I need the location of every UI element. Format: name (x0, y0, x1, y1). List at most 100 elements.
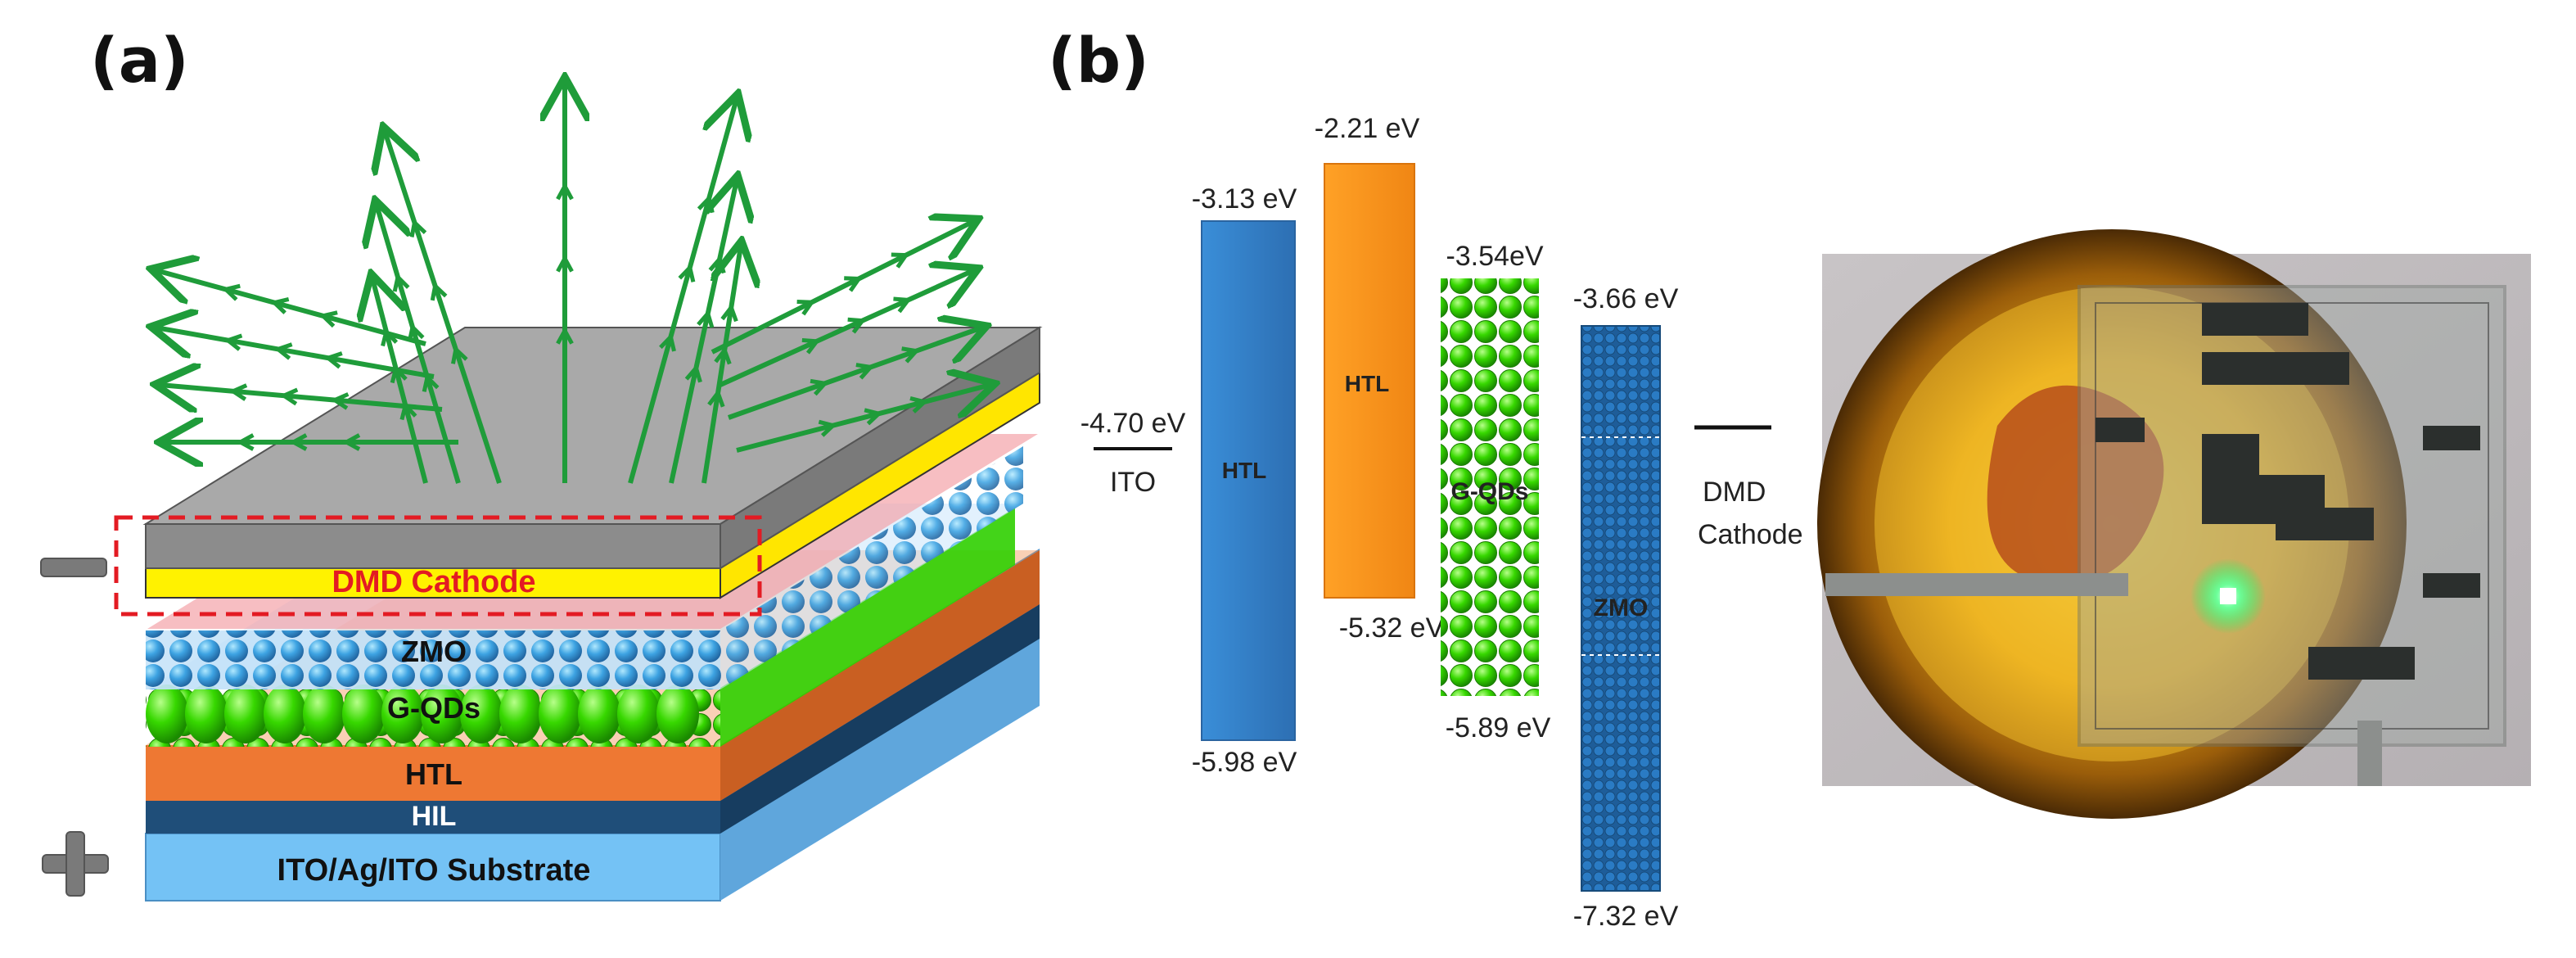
emission-arrow (156, 328, 435, 379)
zmo-bottom-value: -7.32 eV (1573, 901, 1679, 932)
emission-arrow-chevron (893, 296, 913, 314)
gqd-sphere (264, 685, 306, 743)
gqd-bottom-value: -5.89 eV (1446, 712, 1551, 743)
gqd-sphere (146, 685, 188, 743)
htl-front (146, 745, 720, 801)
gqd-side (720, 508, 1015, 747)
emission-arrow-chevron (855, 363, 875, 380)
cathode-label-line2: Cathode (1698, 519, 1803, 550)
cathode-label-line1: DMD (1703, 477, 1766, 508)
gqd-front-spheres (146, 685, 699, 743)
emission-arrow-chevron (714, 346, 732, 365)
emission-arrow-chevron (678, 263, 696, 282)
zmo-side (720, 446, 1023, 689)
emission-arrow (372, 278, 428, 484)
emission-arrow-chevron (796, 300, 816, 316)
photo-emission-center (2220, 588, 2236, 604)
emission-arrow-chevron (864, 408, 883, 426)
htl2-bar (1324, 163, 1415, 599)
emission-arrow (628, 98, 737, 484)
emission-arrow-chevron (909, 395, 929, 413)
panel-label-a: (a) (90, 24, 189, 97)
emission-arrow (156, 270, 426, 346)
gqd-sphere (578, 685, 620, 743)
label-gqds: G-QDs (387, 691, 480, 725)
emission-arrow-chevron (818, 419, 837, 437)
emission-arrow-chevron (279, 387, 299, 406)
cathode-gray-front (145, 523, 721, 569)
label-htl: HTL (405, 757, 462, 791)
emission-arrow-chevron (273, 342, 293, 360)
emission-arrow-chevron (451, 345, 468, 364)
emission-arrow (727, 328, 982, 420)
emission-arrow-chevron (409, 218, 427, 237)
gqd-sphere (381, 685, 424, 743)
emission-arrow (719, 270, 974, 387)
emission-arrow-chevron (330, 392, 350, 410)
htl1-bar (1201, 220, 1296, 741)
gqd-label: G-QDs (1450, 478, 1528, 505)
gqd-top-value: -3.54eV (1446, 241, 1543, 272)
emission-arrow-chevron (556, 254, 574, 273)
emission-arrow-chevron (801, 337, 821, 355)
emission-arrow-chevron (270, 296, 290, 314)
emission-arrow-chevron (556, 326, 574, 345)
zmo-top-value: -3.66 eV (1573, 283, 1679, 314)
emission-arrow-chevron (341, 433, 361, 451)
emission-arrow-chevron (844, 276, 863, 292)
emission-arrow-chevron (901, 346, 921, 364)
label-zmo: ZMO (401, 635, 467, 668)
emission-arrow-chevron (847, 317, 867, 334)
emission-arrow-chevron (223, 333, 243, 351)
emission-arrow (385, 131, 502, 484)
emission-arrow-chevron (236, 433, 255, 451)
label-hil: HIL (412, 801, 457, 832)
emission-arrow-chevron (684, 364, 702, 383)
emission-arrow-chevron (659, 332, 676, 352)
gqd-sphere (342, 685, 385, 743)
energy-diagram: -4.70 eV ITO -3.13 eV HTL -5.98 eV -2.21… (1080, 113, 1803, 932)
panel-label-b: (b) (1048, 24, 1149, 97)
htl1-top-value: -3.13 eV (1192, 183, 1297, 215)
ito-label: ITO (1110, 467, 1156, 498)
zmo-spheres (146, 630, 720, 689)
ito-level-value: -4.70 eV (1080, 408, 1186, 439)
zmo-bar (1581, 325, 1661, 892)
emission-arrow-chevron (289, 433, 308, 451)
substrate-side-face (720, 639, 1040, 901)
device-stack: DMD Cathode ZMO G-QDs HTL HIL ITO/Ag/ITO… (40, 326, 1043, 902)
emission-arrow (669, 180, 737, 484)
photo-wire-left (1825, 573, 2128, 596)
htl2-top-value: -2.21 eV (1315, 113, 1420, 144)
emission-arrow-chevron (221, 283, 241, 301)
hil-front (146, 801, 720, 834)
emission-arrow-chevron (707, 388, 725, 408)
emission-arrow (160, 385, 443, 409)
gqd-sphere (224, 685, 267, 743)
photo-wire-bottom (2357, 721, 2382, 786)
htl2-label: HTL (1345, 371, 1389, 396)
label-substrate: ITO/Ag/ITO Substrate (277, 853, 591, 888)
minus-sign-icon (40, 558, 107, 577)
emission-arrow-chevron (556, 182, 574, 201)
emission-arrow (711, 221, 974, 355)
gqd-sphere (460, 685, 503, 743)
emission-arrow-chevron (697, 309, 715, 328)
emission-arrow-chevron (407, 323, 425, 342)
gqd-sphere (656, 685, 699, 743)
htl1-bottom-value: -5.98 eV (1192, 747, 1297, 778)
emission-arrows (156, 82, 990, 484)
photo-electrodes (2096, 303, 2480, 680)
gqd-sphere (499, 685, 542, 743)
emission-arrow-chevron (720, 303, 738, 323)
cathode-highlight-box (114, 515, 762, 617)
emission-arrow-chevron (810, 378, 829, 396)
gqd-bar (1441, 278, 1539, 696)
htl2-bottom-value: -5.32 eV (1339, 612, 1445, 644)
emission-arrow-chevron (891, 252, 910, 269)
plus-sign-icon (42, 831, 109, 897)
zmo-label: ZMO (1594, 594, 1649, 621)
emission-arrow (702, 246, 741, 484)
emission-arrow-chevron (430, 282, 448, 301)
